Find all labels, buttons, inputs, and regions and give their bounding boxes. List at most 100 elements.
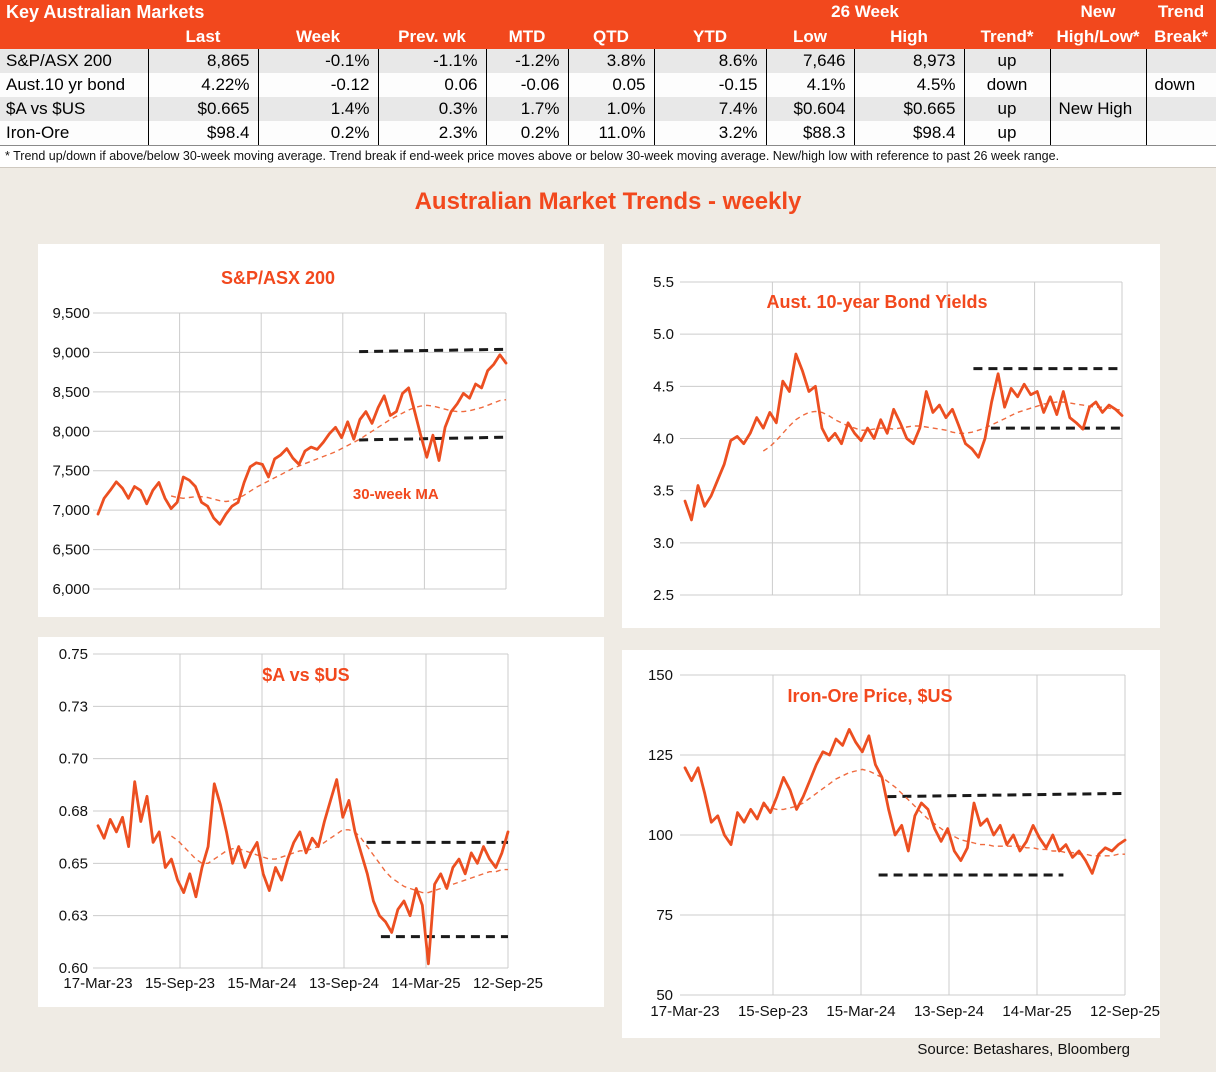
table-cell-prev_wk: -1.1% [377, 49, 486, 73]
y-tick-label: 6,000 [52, 581, 90, 598]
iron-ore-chart: 150 125 100 75 50 Iron-Ore Price, $US 17-Mar-2… [648, 667, 1160, 1020]
y-tick-label: 0.73 [59, 698, 88, 715]
table-cell-ytd: 7.4% [653, 97, 766, 121]
group-header-spacer [964, 0, 1051, 24]
table-cell-mtd: 1.7% [485, 97, 568, 121]
page-title: Australian Market Trends - weekly [414, 188, 802, 215]
y-tick-label: 9,000 [52, 344, 90, 361]
table-cell-last: 4.22% [147, 73, 258, 97]
ma-annotation-label: 30-week MA [353, 486, 439, 503]
y-tick-label: 75 [656, 907, 673, 924]
table-cell-new_high_low [1049, 121, 1147, 145]
table-cell-mtd: -1.2% [485, 49, 568, 73]
table-cell-prev_wk: 0.3% [377, 97, 486, 121]
bond-yields-chart: 5.5 5.0 4.5 4.0 3.5 3.0 2.5 Aust. 10-year Bond … [653, 274, 1124, 604]
aud-usd-chart: 0.75 0.73 0.70 0.68 0.65 0.63 0.60 $A vs $US 17-… [59, 646, 543, 992]
y-tick-label: 0.75 [59, 646, 88, 663]
col-header-mtd: MTD [486, 24, 568, 49]
y-tick-label: 5.5 [653, 274, 674, 291]
moving-average-line [763, 768, 1125, 857]
group-header-new: New [1050, 0, 1147, 24]
table-cell-last: $0.665 [147, 97, 258, 121]
y-tick-label: 3.0 [653, 535, 674, 552]
y-tick-label: 125 [648, 747, 673, 764]
table-cell-trend: up [963, 49, 1051, 73]
table-cell-mtd: -0.06 [485, 73, 568, 97]
x-tick-label: 15-Sep-23 [145, 975, 215, 992]
y-tick-label: 0.63 [59, 908, 88, 925]
table-cell-prev_wk: 0.06 [377, 73, 486, 97]
chart-title: $A vs $US [262, 665, 349, 685]
table-cell-high: 8,973 [853, 49, 965, 73]
table-cell-high: $98.4 [853, 121, 965, 145]
table-cell-ytd: 3.2% [653, 121, 766, 145]
table-cell-new_high_low [1049, 49, 1147, 73]
col-header-low: Low [766, 24, 854, 49]
table-cell-week: 1.4% [257, 97, 378, 121]
table-cell-trend_break: down [1145, 73, 1216, 97]
y-tick-label: 7,500 [52, 463, 90, 480]
moving-average-line [170, 399, 507, 503]
col-header-break: Break* [1146, 24, 1216, 49]
table-cell-label: Aust.10 yr bond [6, 75, 126, 94]
table-cell-qtd: 1.0% [567, 97, 654, 121]
y-tick-label: 50 [656, 987, 673, 1004]
group-header-trend: Trend [1146, 0, 1216, 24]
col-header-trend: Trend* [964, 24, 1051, 49]
y-tick-label: 0.65 [59, 855, 88, 872]
group-header-26-week: 26 Week [766, 0, 965, 24]
col-header-high: High [854, 24, 965, 49]
table-cell-week: -0.1% [257, 49, 378, 73]
table-cell-qtd: 0.05 [567, 73, 654, 97]
col-header-qtd: QTD [568, 24, 654, 49]
table-cell-label: $A vs $US [6, 99, 86, 118]
table-cell-trend: down [963, 73, 1051, 97]
x-tick-label: 12-Sep-25 [1090, 1003, 1160, 1020]
y-tick-label: 0.68 [59, 803, 88, 820]
col-header-blank [0, 24, 148, 49]
resistance-support-line [359, 435, 507, 442]
chart-panel-iron-ore: 150 125 100 75 50 Iron-Ore Price, $US 17-Mar-2… [622, 650, 1160, 1038]
table-cell-qtd: 11.0% [567, 121, 654, 145]
price-line [96, 778, 510, 966]
x-tick-label: 13-Sep-24 [914, 1003, 984, 1020]
x-tick-label: 12-Sep-25 [473, 975, 543, 992]
table-cell-trend_break [1145, 97, 1216, 121]
table-cell-label: S&P/ASX 200 [6, 51, 112, 70]
col-header-last: Last [148, 24, 258, 49]
resistance-support-line [887, 791, 1126, 799]
table-cell-mtd: 0.2% [485, 121, 568, 145]
col-header-ytd: YTD [654, 24, 766, 49]
asx200-chart: 9,500 9,000 8,500 8,000 7,500 7,000 6,500 6,000… [52, 268, 508, 598]
y-tick-label: 100 [648, 827, 673, 844]
table-cell-new_high_low: New High [1049, 97, 1147, 121]
y-tick-label: 0.70 [59, 751, 88, 768]
table-cell-low: $0.604 [765, 97, 854, 121]
x-tick-label: 13-Sep-24 [309, 975, 379, 992]
price-line [683, 728, 1127, 875]
table-cell-last: $98.4 [147, 121, 258, 145]
x-tick-label: 17-Mar-23 [650, 1003, 719, 1020]
key-markets-table: Key Australian Markets 26 Week New Trend… [0, 0, 1216, 145]
y-tick-label: 150 [648, 667, 673, 684]
table-row: Iron-Ore $98.4 0.2% 2.3% 0.2% 11.0% 3.2% $88.3 $… [0, 121, 1216, 145]
table-cell-trend: up [963, 97, 1051, 121]
x-tick-label: 15-Sep-23 [738, 1003, 808, 1020]
price-line [96, 353, 508, 526]
table-cell-last: 8,865 [147, 49, 258, 73]
table-cell-label: Iron-Ore [6, 123, 70, 142]
chart-title: Iron-Ore Price, $US [787, 686, 952, 706]
y-tick-label: 8,000 [52, 423, 90, 440]
y-tick-label: 4.5 [653, 378, 674, 395]
table-row: S&P/ASX 200 8,865 -0.1% -1.1% -1.2% 3.8% 8.6% 7… [0, 49, 1216, 73]
table-title: Key Australian Markets [0, 0, 766, 24]
x-tick-label: 14-Mar-25 [1002, 1003, 1071, 1020]
moving-average-line [762, 401, 1123, 452]
chart-panel-aud-usd: 0.75 0.73 0.70 0.68 0.65 0.63 0.60 $A vs $US 17-… [38, 637, 604, 1007]
table-cell-week: 0.2% [257, 121, 378, 145]
chart-title: Aust. 10-year Bond Yields [766, 292, 987, 312]
table-row: Aust.10 yr bond 4.22% -0.12 0.06 -0.06 0.05 -0… [0, 73, 1216, 97]
table-cell-high: $0.665 [853, 97, 965, 121]
table-cell-ytd: -0.15 [653, 73, 766, 97]
